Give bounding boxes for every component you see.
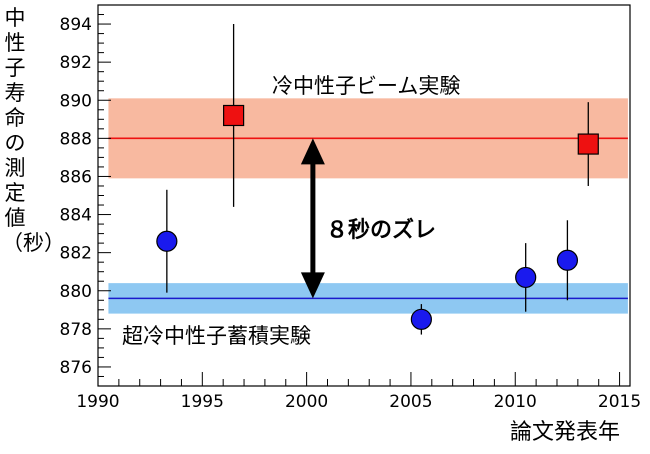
y-tick-label: 876 (60, 358, 92, 378)
x-tick-label: 2005 (389, 392, 432, 412)
data-point-square (223, 104, 245, 127)
data-point-circle (556, 249, 579, 271)
y-tick-label: 884 (60, 206, 92, 226)
y-tick-label: 892 (60, 53, 92, 73)
y-tick-label: 880 (60, 282, 92, 302)
y-tick-label: 878 (60, 320, 92, 340)
data-point-circle (156, 230, 178, 252)
y-tick-label: 890 (60, 91, 92, 111)
x-tick-label: 2015 (598, 392, 641, 412)
y-axis-title: 中性子寿命の測定値（秒） (2, 6, 65, 255)
data-point-circle (515, 266, 537, 289)
gap-arrow-head-bottom (300, 272, 325, 299)
x-tick-label: 1995 (181, 392, 224, 412)
y-tick-label: 886 (60, 167, 92, 187)
y-tick-label: 882 (60, 244, 92, 264)
gap-arrow-head-top (300, 138, 325, 165)
x-tick-label: 2000 (285, 392, 328, 412)
x-tick-label: 2010 (494, 392, 537, 412)
y-tick-label: 888 (60, 129, 92, 149)
beam-experiment-label: 冷中性子ビーム実験 (272, 74, 461, 98)
gap-annotation-label: ８秒のズレ (326, 218, 437, 243)
data-point-circle (410, 308, 432, 330)
y-tick-label: 894 (60, 15, 92, 35)
data-point-square (577, 133, 599, 155)
x-tick-label: 1990 (76, 392, 119, 412)
x-axis-title: 論文発表年 (509, 420, 620, 445)
ucn-storage-experiment-label: 超冷中性子蓄積実験 (122, 324, 311, 348)
